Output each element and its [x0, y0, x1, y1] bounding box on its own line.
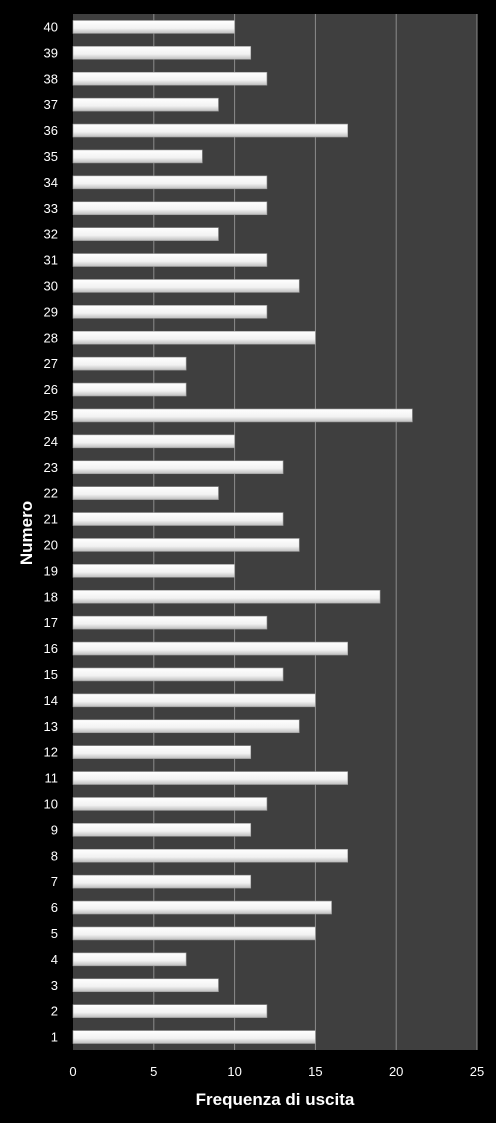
bar-19	[72, 564, 235, 578]
bar-18	[72, 589, 381, 604]
y-tick-label: 34	[44, 175, 58, 190]
bar-8	[72, 848, 349, 863]
y-axis-title: Numero	[17, 501, 36, 565]
y-tick-label: 8	[51, 848, 58, 863]
bar-17	[72, 615, 268, 630]
y-tick-label: 33	[44, 201, 58, 216]
y-tick-label: 21	[44, 512, 58, 527]
y-tick-label: 7	[51, 874, 58, 889]
y-tick-label: 40	[44, 19, 58, 34]
y-tick-label: 22	[44, 486, 58, 501]
bar-6	[72, 900, 332, 915]
y-tick-label: 23	[44, 460, 58, 475]
bar-33	[72, 201, 268, 216]
bar-22	[72, 486, 219, 500]
bar-39	[72, 46, 252, 60]
bar-3	[72, 978, 219, 993]
y-tick-label: 15	[44, 667, 58, 682]
y-tick-label: 9	[51, 822, 58, 837]
y-tick-label: 12	[44, 745, 58, 760]
y-tick-label: 37	[44, 97, 58, 112]
bar-40	[72, 20, 235, 34]
y-tick-label: 2	[51, 1004, 58, 1019]
y-tick-label: 14	[44, 693, 58, 708]
y-tick-label: 28	[44, 330, 58, 345]
y-tick-label: 38	[44, 71, 58, 86]
bar-24	[72, 434, 235, 449]
y-tick-label: 25	[44, 408, 58, 423]
bar-30	[72, 279, 300, 293]
y-tick-label: 35	[44, 149, 58, 164]
bar-5	[72, 926, 316, 941]
y-tick-label: 31	[44, 253, 58, 268]
bar-7	[72, 874, 252, 889]
bar-2	[72, 1004, 268, 1018]
bar-4	[72, 952, 187, 967]
bar-25	[72, 408, 413, 423]
y-tick-label: 11	[45, 771, 59, 786]
y-tick-label: 19	[44, 563, 58, 578]
y-tick-labels: 1234567891011121314151617181920212223242…	[44, 19, 58, 1044]
y-tick-label: 13	[44, 719, 58, 734]
bar-32	[72, 227, 219, 241]
y-tick-label: 1	[51, 1030, 58, 1045]
bar-10	[72, 797, 268, 811]
y-tick-label: 16	[44, 641, 58, 656]
x-tick-labels: 0 5 10 15 20 25	[69, 1064, 484, 1079]
bar-31	[72, 253, 268, 267]
bar-35	[72, 149, 203, 164]
bar-15	[72, 667, 284, 682]
y-tick-label: 6	[51, 900, 58, 915]
y-tick-label: 17	[44, 615, 58, 630]
y-tick-label: 3	[51, 978, 58, 993]
bar-14	[72, 693, 316, 708]
bar-11	[72, 771, 349, 785]
bar-28	[72, 330, 316, 345]
bar-27	[72, 356, 187, 371]
y-tick-label: 4	[51, 952, 58, 967]
y-tick-label: 10	[44, 796, 58, 811]
x-tick-label: 15	[308, 1064, 322, 1079]
y-tick-label: 5	[51, 926, 58, 941]
y-tick-label: 36	[44, 123, 58, 138]
x-tick-label: 25	[470, 1064, 484, 1079]
bar-38	[72, 71, 268, 86]
bar-16	[72, 641, 349, 656]
plot-area	[73, 14, 477, 1050]
bars	[72, 20, 413, 1044]
y-tick-label: 29	[44, 304, 58, 319]
bar-13	[72, 719, 300, 734]
y-tick-label: 30	[44, 278, 58, 293]
x-tick-label: 20	[389, 1064, 403, 1079]
y-tick-label: 27	[44, 356, 58, 371]
bar-26	[72, 382, 187, 397]
bar-29	[72, 305, 268, 319]
bar-20	[72, 538, 300, 552]
bar-9	[72, 823, 252, 837]
bar-21	[72, 512, 284, 526]
x-tick-label: 0	[69, 1064, 76, 1079]
y-tick-label: 18	[44, 589, 58, 604]
bar-12	[72, 745, 252, 759]
y-tick-label: 24	[44, 434, 58, 449]
bar-1	[72, 1030, 316, 1044]
bar-34	[72, 175, 268, 190]
y-tick-label: 26	[44, 382, 58, 397]
x-tick-label: 5	[150, 1064, 157, 1079]
y-tick-label: 20	[44, 537, 58, 552]
bar-23	[72, 460, 284, 475]
x-tick-label: 10	[227, 1064, 241, 1079]
y-tick-label: 32	[44, 227, 58, 242]
x-axis-title: Frequenza di uscita	[196, 1090, 355, 1109]
bar-36	[72, 123, 349, 138]
y-tick-label: 39	[44, 45, 58, 60]
bar-37	[72, 97, 219, 112]
